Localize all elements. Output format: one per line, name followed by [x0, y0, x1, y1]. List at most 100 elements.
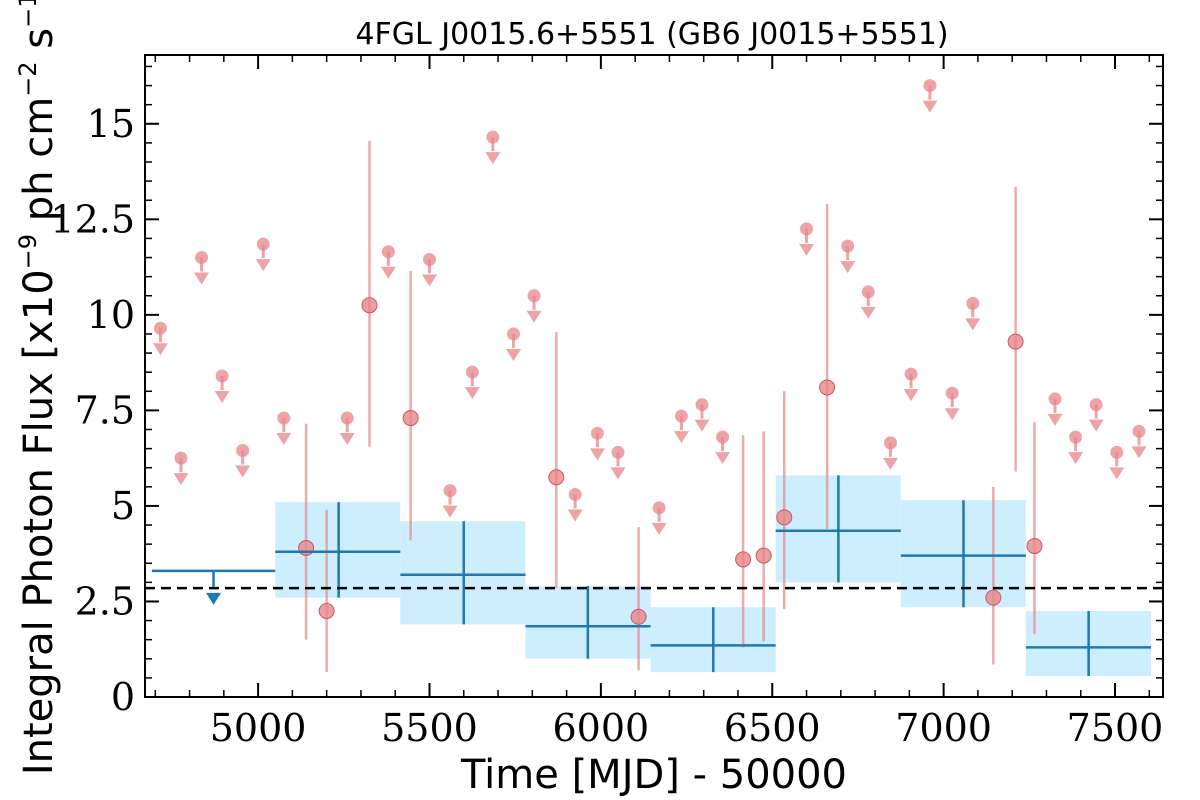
short-bin-upper-limit-arrow — [883, 457, 899, 470]
short-bin-upper-limit-arrow — [526, 310, 542, 323]
short-bin-upper-limit-arrow — [1109, 467, 1125, 480]
y-tick-label: 10 — [87, 293, 135, 337]
short-bin-point — [1026, 538, 1043, 555]
short-bin-upper-limit-point — [904, 367, 918, 381]
short-bin-point — [819, 379, 836, 396]
short-bin-upper-limit-point — [1089, 398, 1103, 412]
long-bin-upper-limit-arrow — [206, 592, 222, 605]
short-bin-upper-limit-arrow — [235, 465, 251, 478]
short-bin-upper-limit-arrow — [255, 259, 271, 272]
short-bin-upper-limit-point — [945, 386, 959, 400]
x-tick-label: 6500 — [724, 706, 821, 750]
short-bin-upper-limit-point — [195, 251, 209, 265]
short-bin-upper-limit-arrow — [651, 522, 667, 535]
short-bin-upper-limit-arrow — [610, 467, 626, 480]
short-bin-upper-limit-point — [1048, 392, 1062, 406]
y-tick-label: 5 — [111, 484, 135, 528]
short-bin-upper-limit-arrow — [464, 387, 480, 400]
short-bin-point — [1007, 333, 1024, 350]
short-bin-upper-limit-point — [422, 252, 436, 266]
y-axis-title-exp2: −2 — [14, 61, 42, 96]
short-bin-upper-limit-point — [256, 237, 270, 251]
short-bin-upper-limit-point — [695, 398, 709, 412]
plot-frame — [144, 54, 1164, 698]
short-bin-upper-limit-point — [277, 411, 291, 425]
axis-ticks: 5000 5500 6000 6500 7000 7500 0 2.5 5 7.5 10 12.5 15 — [50, 55, 1163, 750]
x-tick-label: 6000 — [553, 706, 650, 750]
short-bin-upper-limit-arrow — [1068, 452, 1084, 465]
short-bin-upper-limit-point — [236, 444, 250, 458]
short-bin-upper-limit-point — [215, 369, 229, 383]
short-bin-upper-limit-arrow — [194, 272, 210, 285]
short-bin-upper-limit-arrow — [715, 452, 731, 465]
short-bin-upper-limit-point — [800, 222, 814, 236]
chart-title: 4FGL J0015.6+5551 (GB6 J0015+5551) — [355, 17, 948, 52]
short-bin-upper-limit-arrow — [965, 318, 981, 331]
short-bin-upper-limit-arrow — [485, 152, 501, 165]
y-axis-title-units2: s — [16, 28, 62, 62]
short-bin-upper-limit-arrow — [339, 433, 355, 446]
short-bin-upper-limit-arrow — [673, 431, 689, 444]
short-bin-upper-limit-arrow — [799, 243, 815, 256]
short-bin-upper-limit-point — [381, 245, 395, 259]
short-bin-upper-limit-point — [652, 501, 666, 515]
short-bin-upper-limit-arrow — [214, 391, 230, 403]
short-bin-point — [630, 608, 647, 625]
short-bin-upper-limit-arrow — [442, 505, 458, 518]
short-bin-upper-limit-arrow — [380, 266, 396, 279]
y-tick-label: 0 — [111, 675, 135, 719]
short-bin-upper-limit-point — [443, 484, 457, 498]
short-bin-upper-limit-point — [966, 296, 980, 310]
short-bin-point — [735, 551, 752, 568]
y-tick-label: 7.5 — [75, 388, 135, 432]
short-bin-upper-limit-point — [861, 285, 875, 299]
short-bin-upper-limit-point — [716, 430, 730, 444]
short-bin-upper-limit-arrow — [152, 343, 168, 356]
short-bin-upper-limit-arrow — [1088, 419, 1104, 432]
x-tick-label: 7500 — [1067, 706, 1164, 750]
short-bin-upper-limit-arrow — [589, 448, 605, 461]
short-bin-upper-limit-point — [506, 327, 520, 341]
y-axis-title-exp3: −1 — [14, 0, 42, 28]
short-bin-upper-limit-point — [590, 426, 604, 440]
y-tick-label: 2.5 — [75, 579, 135, 623]
short-bin-upper-limit-arrow — [173, 473, 189, 486]
short-bin-point — [318, 603, 335, 620]
short-bin-point — [776, 509, 793, 526]
short-bin-upper-limit-point — [923, 79, 937, 93]
short-bin-upper-limit-point — [1110, 445, 1124, 459]
plot-area — [145, 79, 1163, 676]
short-bin-upper-limit-point — [841, 239, 855, 253]
short-bin-point — [755, 547, 772, 564]
short-bin-upper-limit-point — [611, 445, 625, 459]
x-tick-label: 5000 — [210, 706, 307, 750]
short-bin-upper-limit-point — [674, 409, 688, 423]
short-bin-upper-limit-arrow — [694, 419, 710, 432]
short-bin-upper-limit-arrow — [860, 306, 876, 319]
short-bin-upper-limit-point — [527, 289, 541, 303]
short-bin-upper-limit-point — [486, 130, 500, 144]
short-bin-point — [548, 469, 565, 486]
short-bin-upper-limit-point — [340, 411, 354, 425]
short-bin-upper-limit-arrow — [505, 348, 521, 361]
y-axis-title-main: Integral Photon Flux [x10 — [16, 269, 62, 775]
short-bin-upper-limit-arrow — [840, 261, 856, 274]
short-bin-upper-limit-point — [1069, 430, 1083, 444]
x-tick-label: 5500 — [381, 706, 478, 750]
short-bin-upper-limit-point — [568, 487, 582, 501]
short-bin-upper-limit-point — [153, 321, 167, 335]
short-bin-point — [402, 410, 419, 427]
y-tick-label: 15 — [87, 102, 135, 146]
short-bin-upper-limit-arrow — [1131, 446, 1147, 459]
short-bin-upper-limit-arrow — [421, 274, 437, 287]
x-axis-title: Time [MJD] - 50000 — [460, 752, 847, 798]
short-bin-point — [361, 297, 378, 314]
short-bin-upper-limit-arrow — [944, 408, 960, 421]
x-tick-label: 7000 — [895, 706, 992, 750]
short-bin-upper-limit-arrow — [567, 509, 583, 522]
short-bin-upper-limit-arrow — [1047, 413, 1063, 426]
short-bin-upper-limit-arrow — [903, 389, 919, 402]
y-axis-title-units: ph cm — [16, 97, 62, 234]
y-axis-title: Integral Photon Flux [x10−9 ph cm−2 s−1] — [14, 0, 62, 775]
